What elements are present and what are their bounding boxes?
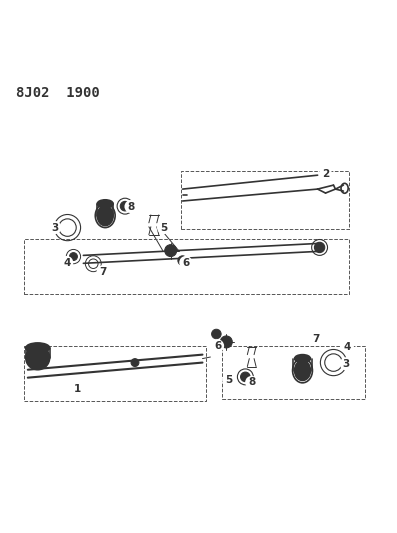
Text: 2: 2	[322, 169, 329, 179]
Text: 1: 1	[74, 384, 81, 394]
Ellipse shape	[26, 346, 50, 370]
Text: 7: 7	[312, 334, 320, 344]
Text: 8: 8	[248, 377, 255, 387]
Text: 3: 3	[51, 223, 58, 232]
Circle shape	[241, 372, 250, 382]
Text: 6: 6	[182, 257, 189, 268]
Circle shape	[120, 201, 130, 211]
Ellipse shape	[26, 343, 50, 353]
Ellipse shape	[97, 200, 113, 208]
Text: 7: 7	[100, 266, 107, 277]
Circle shape	[69, 253, 77, 261]
Text: 5: 5	[225, 375, 232, 385]
Circle shape	[220, 336, 232, 348]
Circle shape	[212, 329, 221, 339]
Circle shape	[314, 243, 325, 253]
Ellipse shape	[97, 206, 113, 225]
Circle shape	[33, 351, 43, 361]
Text: 3: 3	[343, 359, 350, 369]
Text: 5: 5	[160, 223, 167, 232]
Circle shape	[131, 359, 139, 367]
Text: 6: 6	[214, 341, 221, 351]
Circle shape	[178, 256, 187, 265]
Text: 4: 4	[344, 342, 351, 352]
Text: 8J02  1900: 8J02 1900	[16, 86, 100, 100]
Circle shape	[165, 245, 177, 256]
Text: 8: 8	[127, 201, 135, 212]
Ellipse shape	[295, 354, 310, 362]
Ellipse shape	[295, 361, 310, 381]
Text: 4: 4	[63, 257, 70, 268]
